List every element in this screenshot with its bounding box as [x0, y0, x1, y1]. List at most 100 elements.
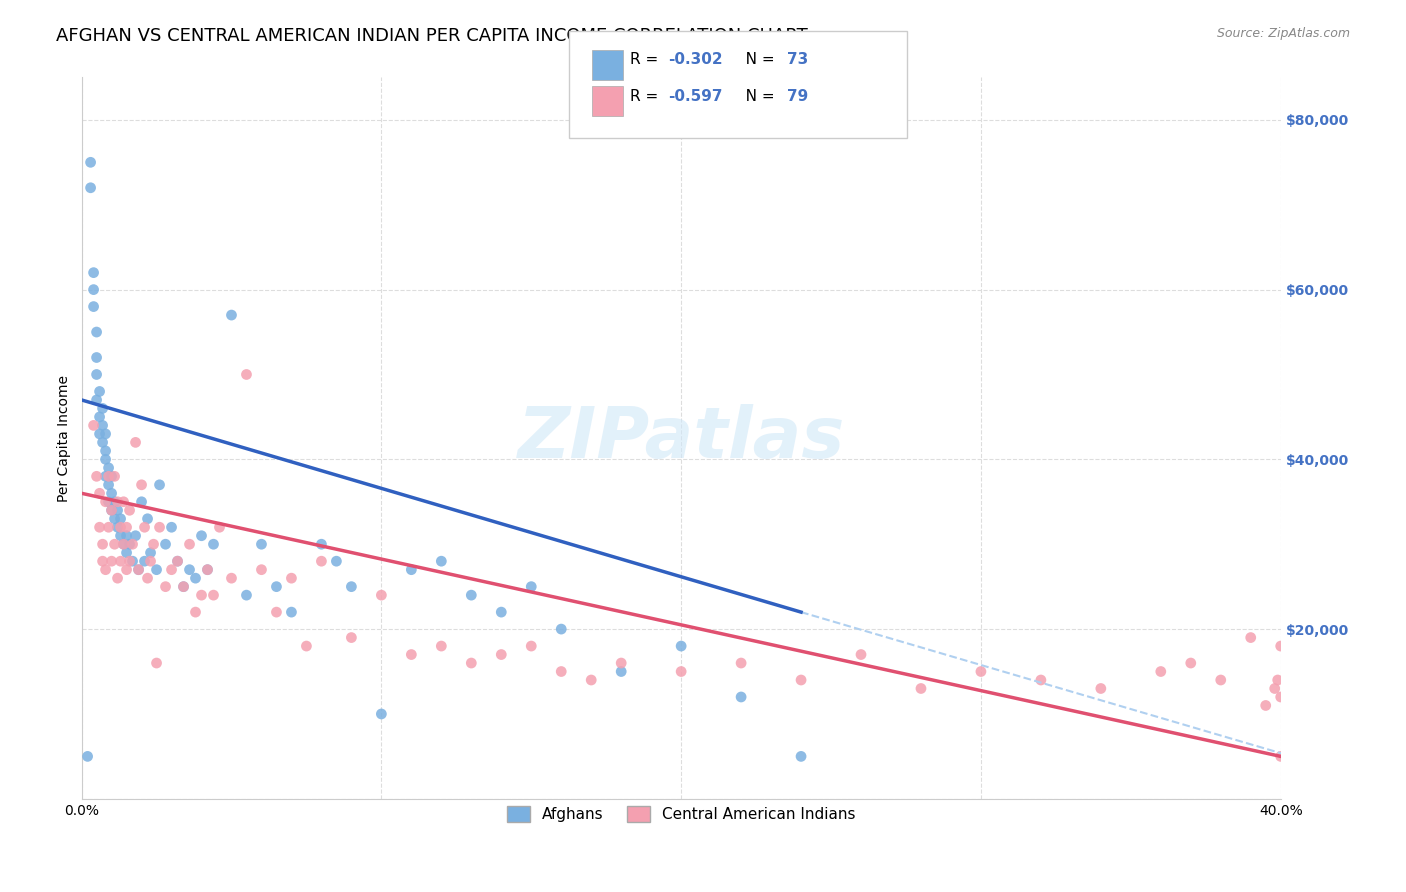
Point [325, 554, 347, 568]
Point [202, 588, 225, 602]
Point [430, 554, 453, 568]
Point [110, 520, 132, 534]
Point [83, 266, 105, 280]
Point [83, 300, 105, 314]
Point [1254, 698, 1277, 713]
Y-axis label: Per Capita Income: Per Capita Income [58, 375, 72, 501]
Point [136, 571, 159, 585]
Point [197, 563, 219, 577]
Point [790, 749, 813, 764]
Point [94, 469, 117, 483]
Point [97, 469, 120, 483]
Point [100, 503, 122, 517]
Point [112, 537, 135, 551]
Point [190, 529, 212, 543]
Point [160, 520, 183, 534]
Point [1209, 673, 1232, 687]
Point [89, 486, 111, 500]
Point [91, 554, 114, 568]
Text: 73: 73 [787, 53, 808, 67]
Point [131, 478, 153, 492]
Point [221, 308, 243, 322]
Point [166, 554, 188, 568]
Point [430, 639, 453, 653]
Point [610, 665, 633, 679]
Point [76, 749, 98, 764]
Point [460, 656, 482, 670]
Point [91, 435, 114, 450]
Point [134, 520, 156, 534]
Point [669, 639, 692, 653]
Point [184, 605, 207, 619]
Point [94, 452, 117, 467]
Point [173, 580, 195, 594]
Point [86, 392, 108, 407]
Point [491, 605, 513, 619]
Point [401, 563, 423, 577]
Point [131, 495, 153, 509]
Point [121, 554, 143, 568]
Point [179, 537, 201, 551]
Point [86, 368, 108, 382]
Point [124, 529, 146, 543]
Point [91, 401, 114, 416]
Point [1270, 749, 1292, 764]
Point [550, 622, 572, 636]
Point [340, 580, 363, 594]
Point [107, 520, 129, 534]
Point [83, 283, 105, 297]
Point [1240, 631, 1263, 645]
Point [148, 478, 170, 492]
Point [103, 469, 125, 483]
Point [107, 503, 129, 517]
Point [91, 418, 114, 433]
Point [100, 469, 122, 483]
Point [79, 181, 101, 195]
Point [94, 495, 117, 509]
Point [280, 605, 302, 619]
Point [1180, 656, 1202, 670]
Point [266, 605, 288, 619]
Point [110, 554, 132, 568]
Point [118, 503, 141, 517]
Point [86, 351, 108, 365]
Text: -0.302: -0.302 [668, 53, 723, 67]
Point [190, 588, 212, 602]
Point [110, 529, 132, 543]
Point [1270, 690, 1292, 704]
Point [370, 706, 392, 721]
Point [148, 520, 170, 534]
Point [155, 537, 177, 551]
Point [124, 435, 146, 450]
Point [579, 673, 602, 687]
Point [202, 537, 225, 551]
Point [235, 588, 257, 602]
Point [179, 563, 201, 577]
Point [94, 563, 117, 577]
Point [118, 537, 141, 551]
Point [115, 546, 138, 560]
Text: N =: N = [731, 89, 779, 103]
Point [266, 580, 288, 594]
Point [142, 537, 165, 551]
Point [94, 443, 117, 458]
Point [139, 554, 162, 568]
Point [97, 495, 120, 509]
Point [1270, 639, 1292, 653]
Text: AFGHAN VS CENTRAL AMERICAN INDIAN PER CAPITA INCOME CORRELATION CHART: AFGHAN VS CENTRAL AMERICAN INDIAN PER CA… [56, 27, 808, 45]
Point [134, 554, 156, 568]
Point [89, 409, 111, 424]
Point [910, 681, 932, 696]
Point [112, 537, 135, 551]
Point [401, 648, 423, 662]
Point [100, 503, 122, 517]
Point [790, 673, 813, 687]
Point [103, 512, 125, 526]
Point [100, 554, 122, 568]
Point [100, 486, 122, 500]
Point [89, 426, 111, 441]
Point [610, 656, 633, 670]
Text: R =: R = [630, 53, 664, 67]
Point [112, 495, 135, 509]
Point [173, 580, 195, 594]
